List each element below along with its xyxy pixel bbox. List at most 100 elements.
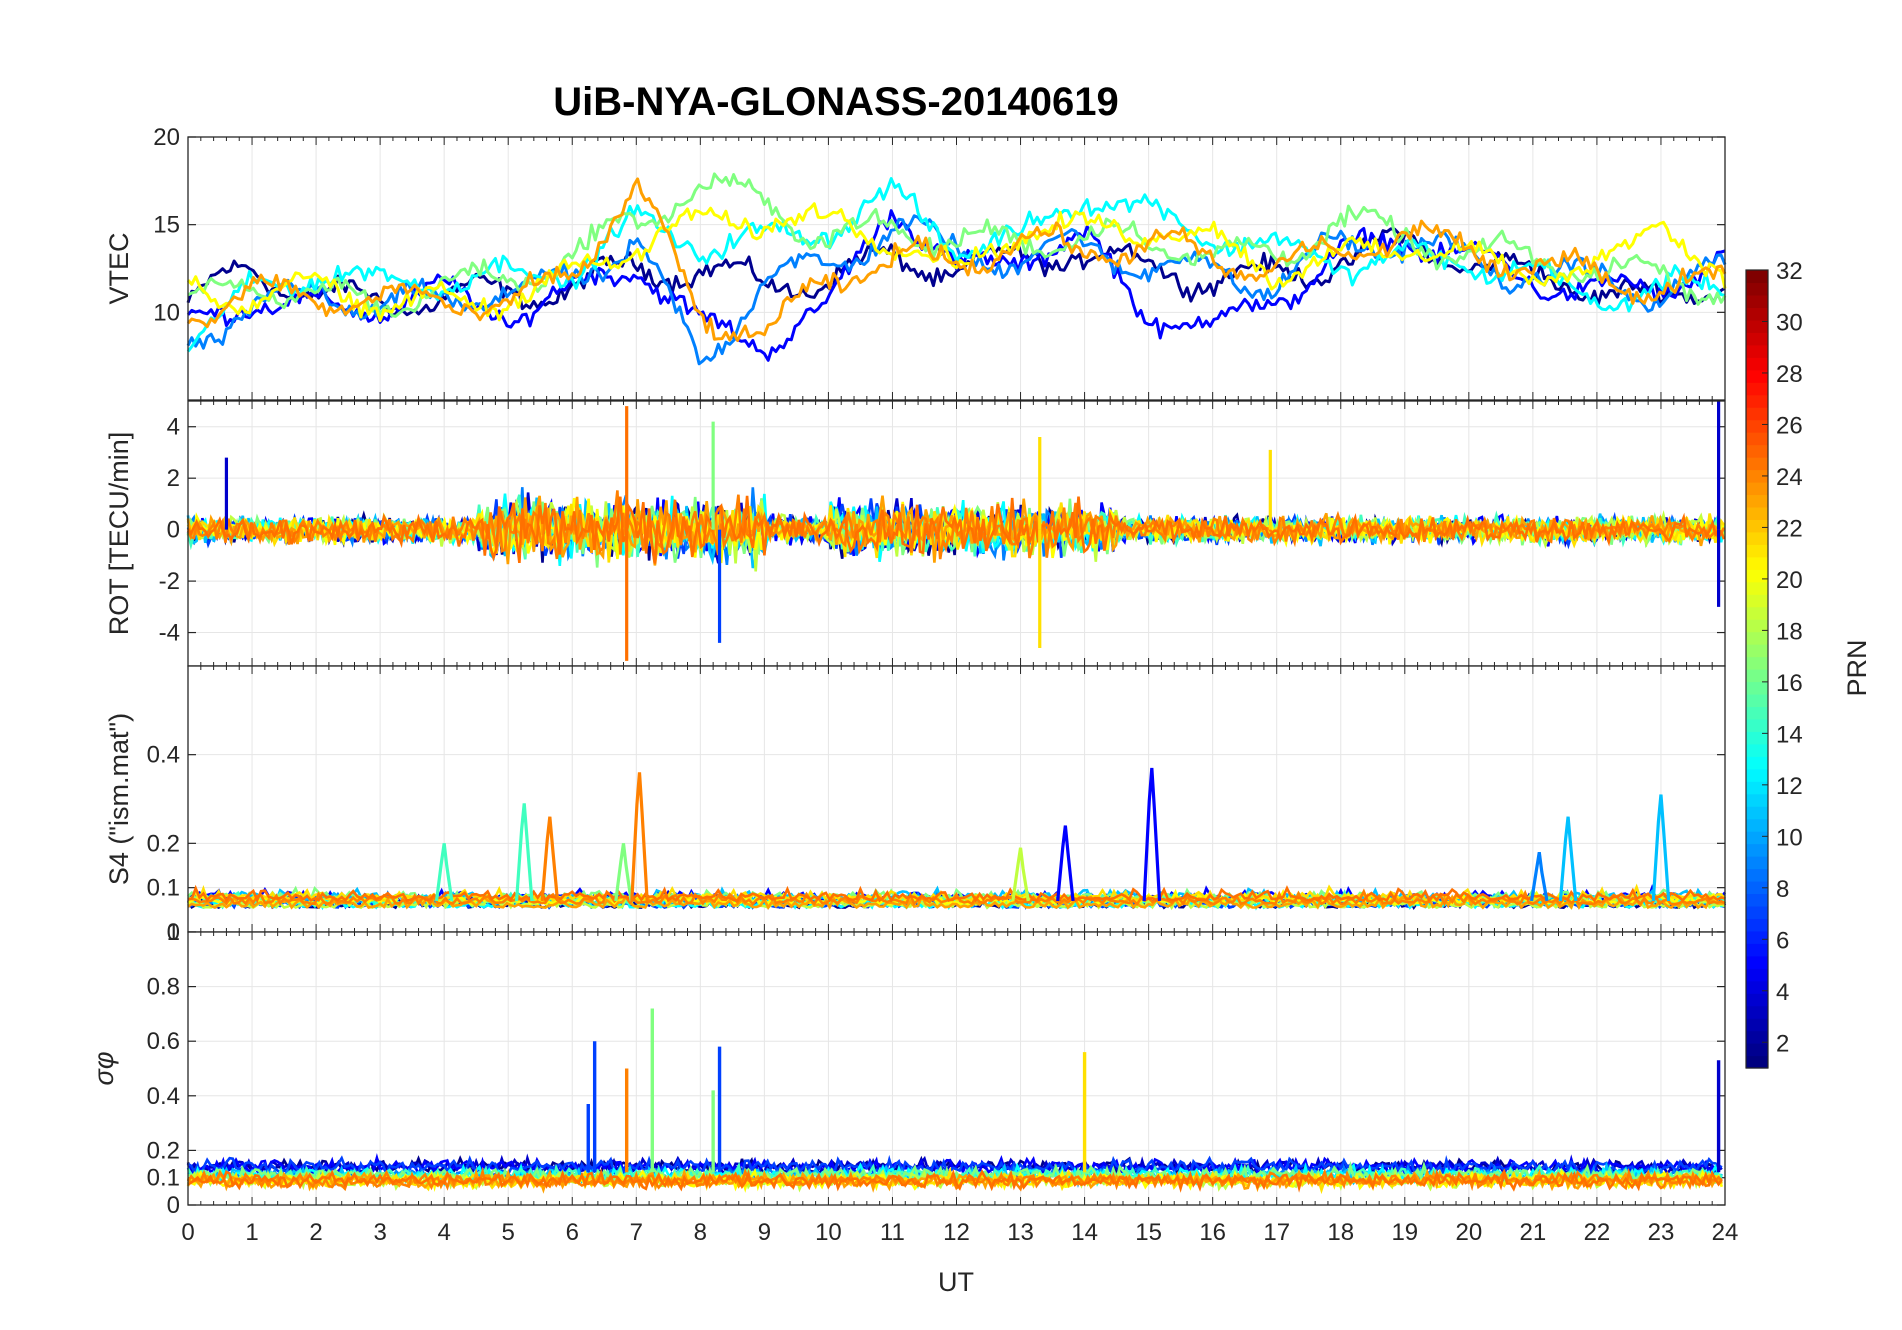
x-tick-label: 11: [880, 1219, 905, 1246]
colorbar-segment: [1746, 457, 1768, 471]
colorbar-segment: [1746, 382, 1768, 396]
y-tick-label: 0: [167, 1192, 180, 1219]
panel-rot: -4 -2 0 2 4 ROT [TECU/min]: [104, 400, 1726, 667]
colorbar-tick-label: 6: [1776, 927, 1789, 954]
x-tick-label: 10: [815, 1219, 842, 1246]
x-tick-label: 18: [1327, 1219, 1354, 1246]
series-line: [187, 1168, 1723, 1193]
colorbar-segment: [1746, 893, 1768, 907]
colorbar-segment: [1746, 519, 1768, 533]
x-tick-label: 8: [694, 1219, 707, 1246]
y-axis-label: S4 ("ism.mat"): [104, 713, 134, 885]
panel-s4: 0 0.1 0.2 0.4 S4 ("ism.mat"): [104, 665, 1727, 946]
s4-peak: [1651, 794, 1671, 902]
x-tick-label: 1: [245, 1219, 258, 1246]
colorbar-segment: [1746, 531, 1768, 545]
chart-title: UiB-NYA-GLONASS-20140619: [553, 80, 1118, 124]
colorbar-segment: [1746, 332, 1768, 346]
s4-peak: [1142, 767, 1162, 902]
y-tick-label: 0.4: [147, 742, 180, 769]
x-tick-label: 4: [437, 1219, 450, 1246]
x-tick-label: 6: [566, 1219, 579, 1246]
colorbar-segment: [1746, 843, 1768, 857]
colorbar-segment: [1746, 469, 1768, 483]
colorbar-segment: [1746, 481, 1768, 496]
colorbar-frame: [1745, 269, 1769, 1069]
colorbar-segment: [1746, 1030, 1768, 1044]
colorbar-segment: [1746, 930, 1768, 944]
s4-peak: [1011, 847, 1030, 902]
x-tick-label: 0: [181, 1219, 194, 1246]
series-line-prn-22: [186, 177, 1727, 342]
colorbar-segment: [1746, 693, 1768, 708]
colorbar-segment: [1746, 307, 1768, 321]
colorbar-segment: [1746, 818, 1768, 832]
colorbar-segment: [1746, 955, 1768, 969]
colorbar-tick-label: 12: [1776, 773, 1803, 800]
x-tick-label: 19: [1391, 1219, 1418, 1246]
series-group: [186, 401, 1726, 661]
colorbar-segment: [1746, 556, 1768, 570]
y-tick-label: -2: [159, 568, 180, 595]
colorbar-segment: [1746, 980, 1768, 994]
colorbar-segment: [1746, 993, 1768, 1007]
colorbar-tick-label: 16: [1776, 670, 1803, 697]
colorbar-segment: [1746, 394, 1768, 408]
colorbar-segment: [1746, 856, 1768, 870]
colorbar-segment: [1746, 270, 1768, 284]
y-axis-label: σφ: [89, 1052, 119, 1086]
colorbar-segment: [1746, 319, 1768, 333]
series-line: [187, 884, 1726, 904]
colorbar-segment: [1746, 644, 1768, 658]
x-tick-label: 9: [758, 1219, 771, 1246]
colorbar-segment: [1746, 880, 1768, 895]
y-tick-label: 20: [153, 124, 180, 151]
y-tick-label: 0: [167, 517, 180, 544]
colorbar-segment: [1746, 282, 1768, 296]
colorbar-segment: [1746, 581, 1768, 595]
y-tick-label: -4: [159, 620, 180, 647]
colorbar-segment: [1746, 669, 1768, 683]
series-group: [186, 172, 1727, 366]
colorbar-segment: [1746, 506, 1768, 520]
colorbar-tick-label: 32: [1776, 258, 1803, 285]
colorbar-segment: [1746, 594, 1768, 608]
s4-peak: [1056, 825, 1075, 902]
colorbar-segment: [1746, 432, 1768, 446]
panel-vtec: 10 15 20 VTEC: [104, 124, 1727, 401]
s4-peak: [630, 772, 649, 902]
series-line-prn-19: [186, 202, 1727, 323]
colorbar-segment: [1746, 619, 1768, 633]
x-axis-label: UT: [938, 1267, 974, 1297]
x-tick-label: 3: [373, 1219, 386, 1246]
colorbar-tick-label: 4: [1776, 979, 1789, 1006]
y-tick-label: 4: [167, 414, 180, 441]
y-tick-label: 15: [153, 212, 180, 239]
y-tick-label: 0.8: [147, 974, 180, 1001]
colorbar-tick-label: 28: [1776, 361, 1803, 388]
colorbar-segment: [1746, 831, 1768, 845]
s4-peak: [1558, 816, 1578, 902]
x-tick-label: 13: [1007, 1219, 1034, 1246]
colorbar-segment: [1746, 731, 1768, 745]
x-axis: 0 1 2 3 4 5 6 7 8 9 10 11 12 13 14 15 16 17 18 19 20 21 22 23 24: [181, 1219, 1738, 1246]
x-tick-label: 23: [1648, 1219, 1675, 1246]
series-line-prn-16: [187, 172, 1727, 318]
colorbar-segment: [1746, 1005, 1768, 1019]
colorbar-segment: [1746, 905, 1768, 919]
y-tick-label: 0.6: [147, 1028, 180, 1055]
colorbar-segment: [1746, 344, 1768, 358]
s4-peak: [1530, 851, 1549, 902]
x-tick-label: 17: [1263, 1219, 1290, 1246]
colorbar-segment: [1746, 781, 1768, 795]
y-tick-label: 0.2: [147, 830, 180, 857]
colorbar-segment: [1746, 868, 1768, 882]
colorbar-tick-label: 8: [1776, 876, 1789, 903]
y-tick-label: 1: [167, 919, 180, 946]
x-tick-label: 14: [1071, 1219, 1098, 1246]
y-tick-label: 0.2: [147, 1137, 180, 1164]
colorbar-segment: [1746, 419, 1768, 433]
colorbar-segment: [1746, 1043, 1768, 1057]
